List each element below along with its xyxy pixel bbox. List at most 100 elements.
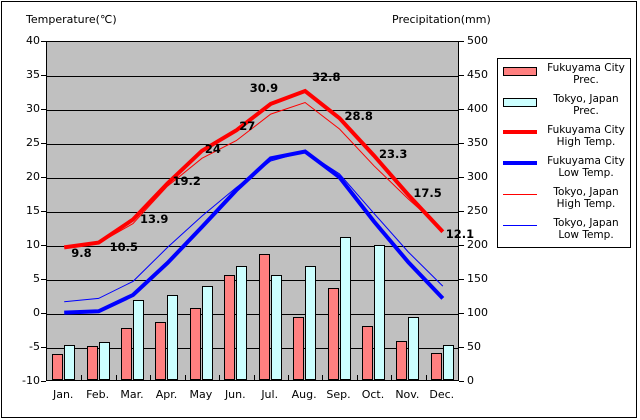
left-tick-mark	[41, 143, 46, 144]
right-tick-mark	[459, 279, 464, 280]
precipitation-bar	[201, 286, 213, 380]
right-tick-label: 500	[467, 34, 488, 47]
temperature-line	[63, 88, 445, 250]
left-tick-mark	[41, 41, 46, 42]
legend-line-icon	[503, 130, 537, 134]
left-tick-label: 30	[26, 102, 40, 115]
right-tick-mark	[459, 211, 464, 212]
right-tick-label: 450	[467, 68, 488, 81]
precipitation-bar	[327, 288, 339, 380]
right-tick-mark	[459, 75, 464, 76]
precipitation-bar	[121, 328, 133, 380]
left-tick-mark	[41, 347, 46, 348]
left-tick-mark	[41, 313, 46, 314]
left-tick-mark	[41, 109, 46, 110]
month-label: Feb.	[86, 388, 110, 401]
right-tick-label: 50	[467, 340, 481, 353]
x-tick-mark	[288, 375, 289, 380]
gridline	[47, 348, 458, 349]
precipitation-bar	[408, 316, 420, 380]
x-tick-mark	[391, 375, 392, 380]
legend-box: Fukuyama City Prec. Tokyo, Japan Prec. Fukuy…	[497, 58, 631, 248]
legend-label: Fukuyama City Low Temp.	[547, 155, 625, 179]
x-tick-mark	[150, 375, 151, 380]
legend-swatch-icon	[503, 98, 537, 107]
x-tick-mark	[322, 375, 323, 380]
precipitation-bar	[64, 344, 76, 380]
right-tick-label: 0	[467, 374, 474, 387]
right-tick-mark	[459, 313, 464, 314]
precipitation-bar	[339, 237, 351, 380]
plot-area	[46, 41, 459, 381]
month-label: Sep.	[326, 388, 351, 401]
month-label: Jul.	[261, 388, 279, 401]
x-tick-mark	[426, 375, 427, 380]
right-tick-label: 200	[467, 238, 488, 251]
right-tick-mark	[459, 245, 464, 246]
precipitation-bar	[52, 354, 64, 380]
right-tick-mark	[459, 177, 464, 178]
month-label: May	[189, 388, 213, 401]
month-label: Nov.	[395, 388, 420, 401]
right-tick-label: 150	[467, 272, 488, 285]
precipitation-bar	[361, 325, 373, 380]
legend-label: Tokyo, Japan High Temp.	[553, 186, 619, 210]
gridline	[47, 280, 458, 281]
legend-label: Tokyo, Japan Prec.	[553, 93, 619, 117]
x-tick-mark	[116, 375, 117, 380]
data-label: 24	[204, 141, 221, 156]
left-tick-label: 10	[26, 238, 40, 251]
precipitation-bar	[236, 265, 248, 380]
left-tick-mark	[41, 75, 46, 76]
line-series-group	[63, 88, 445, 315]
legend-swatch-icon	[503, 67, 537, 76]
month-label: Mar.	[120, 388, 144, 401]
precipitation-bar	[189, 307, 201, 380]
month-label: Jun.	[224, 388, 246, 401]
left-tick-label: 0	[33, 306, 40, 319]
right-tick-mark	[459, 109, 464, 110]
x-tick-mark	[185, 375, 186, 380]
precipitation-bar	[270, 275, 282, 380]
precipitation-bar	[373, 245, 385, 380]
precipitation-bar	[293, 317, 305, 380]
precipitation-bar	[396, 340, 408, 380]
data-label: 19.2	[172, 174, 201, 189]
left-tick-label: -5	[29, 340, 40, 353]
precipitation-bar	[133, 299, 145, 380]
data-label: 10.5	[109, 239, 138, 254]
left-tick-label: 5	[33, 272, 40, 285]
gridline	[47, 76, 458, 77]
data-label: 12.1	[445, 226, 475, 241]
left-axis-title: Temperature(℃)	[26, 13, 117, 26]
legend-line-icon	[503, 161, 537, 165]
month-label: Oct.	[361, 388, 385, 401]
precipitation-bar	[86, 346, 98, 380]
data-label: 23.3	[378, 146, 408, 161]
month-label: Aug.	[291, 388, 317, 401]
data-label: 28.8	[344, 109, 373, 124]
legend-label: Fukuyama City Prec.	[547, 62, 625, 86]
left-tick-mark	[41, 245, 46, 246]
legend-label: Fukuyama City High Temp.	[547, 124, 625, 148]
gridline	[47, 314, 458, 315]
precipitation-bar	[430, 352, 442, 380]
left-tick-label: 35	[26, 68, 40, 81]
left-tick-mark	[41, 211, 46, 212]
month-label: Dec.	[429, 388, 455, 401]
right-tick-label: 300	[467, 170, 488, 183]
right-tick-label: 350	[467, 136, 488, 149]
temperature-line	[64, 101, 444, 248]
data-label: 30.9	[249, 80, 279, 95]
left-tick-label: -10	[22, 374, 40, 387]
month-label: Apr.	[155, 388, 178, 401]
left-tick-label: 15	[26, 204, 40, 217]
precipitation-bar	[167, 295, 179, 380]
right-tick-label: 250	[467, 204, 488, 217]
precipitation-bar	[305, 265, 317, 380]
left-tick-label: 25	[26, 136, 40, 149]
temperature-line	[64, 149, 445, 315]
right-tick-mark	[459, 381, 464, 382]
